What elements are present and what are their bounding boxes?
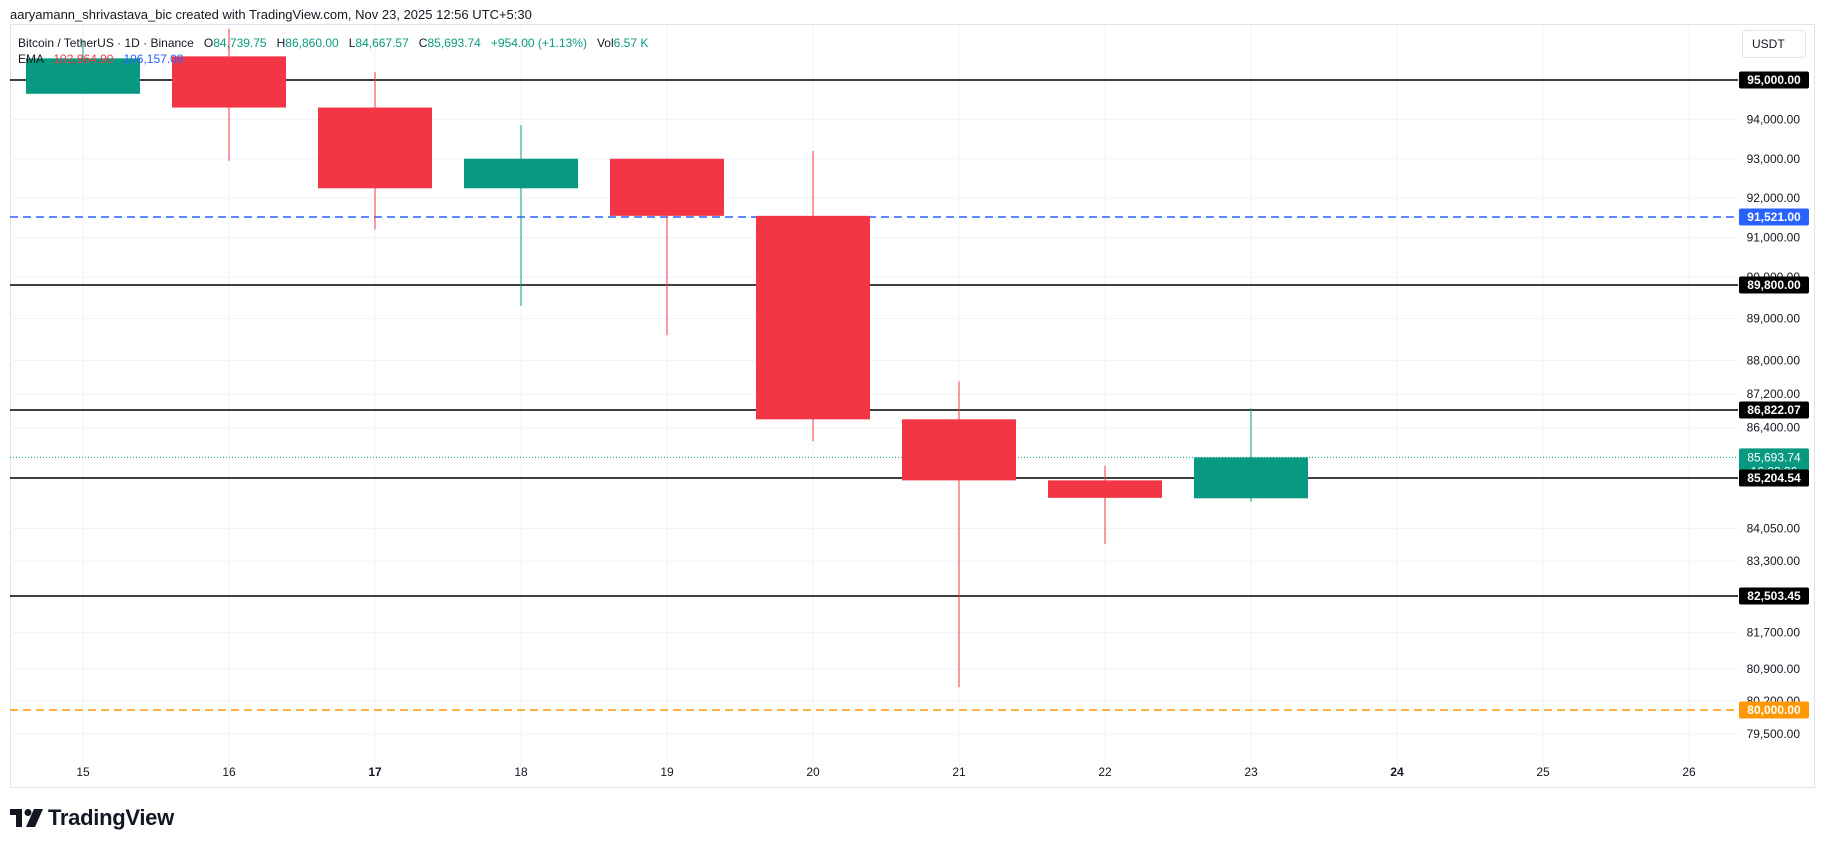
level-price-badge-text: 89,800.00 — [1747, 278, 1801, 292]
legend-volume-value: 6.57 K — [613, 36, 649, 50]
level-price-badge-text: 91,521.00 — [1747, 210, 1801, 224]
y-tick-label: 89,000.00 — [1747, 312, 1801, 326]
y-tick-label: 83,300.00 — [1747, 554, 1801, 568]
legend-ema-label[interactable]: EMA — [18, 52, 44, 66]
x-tick-label: 26 — [1682, 765, 1696, 779]
legend-open-label: O — [203, 36, 214, 50]
legend-high-value: 86,860.00 — [285, 36, 339, 50]
price-axis-ticks: 94,000.0093,000.0092,000.0091,000.0090,0… — [1747, 112, 1801, 741]
y-tick-label: 91,000.00 — [1747, 231, 1801, 245]
candle-body[interactable] — [1048, 480, 1162, 498]
x-tick-label: 18 — [514, 765, 528, 779]
level-price-badge-text: 95,000.00 — [1747, 73, 1801, 87]
legend-ohlc-row: Bitcoin / TetherUS · 1D · Binance O84,73… — [18, 35, 648, 51]
level-price-badge: 89,800.00 — [1739, 276, 1809, 294]
candle-body[interactable] — [26, 58, 140, 94]
legend-open-value: 84,739.75 — [213, 36, 267, 50]
currency-button[interactable]: USDT — [1742, 30, 1806, 58]
grid-layer — [10, 25, 1738, 768]
x-tick-label: 16 — [222, 765, 236, 779]
candle-body[interactable] — [464, 158, 578, 189]
symbol-legend: Bitcoin / TetherUS · 1D · Binance O84,73… — [18, 35, 648, 67]
x-tick-label: 22 — [1098, 765, 1112, 779]
level-price-badge: 82,503.45 — [1739, 587, 1809, 605]
level-price-badge: 85,204.54 — [1739, 469, 1809, 487]
legend-symbol[interactable]: Bitcoin / TetherUS · 1D · Binance — [18, 36, 194, 50]
y-tick-label: 80,900.00 — [1747, 662, 1801, 676]
y-tick-label: 88,000.00 — [1747, 354, 1801, 368]
price-axis-badges: 95,000.00 91,521.00 89,800.00 86,822.07 85,2… — [1739, 71, 1809, 719]
y-tick-label: 81,700.00 — [1747, 626, 1801, 640]
last-price-text: 85,693.74 — [1747, 450, 1801, 464]
x-tick-label: 23 — [1244, 765, 1258, 779]
y-tick-label: 84,050.00 — [1747, 521, 1801, 535]
x-tick-label: 17 — [368, 765, 382, 779]
level-price-badge: 80,000.00 — [1739, 701, 1809, 719]
x-tick-label: 19 — [660, 765, 674, 779]
legend-ema-value-2: 106,157.08 — [123, 52, 184, 66]
legend-ema-value-1: 102,864.90 — [53, 52, 114, 66]
legend-ema-row: EMA 102,864.90 106,157.08 — [18, 51, 648, 67]
candles — [26, 28, 1308, 688]
candle-body[interactable] — [756, 215, 870, 420]
y-tick-label: 93,000.00 — [1747, 152, 1801, 166]
x-tick-label: 15 — [76, 765, 90, 779]
time-axis-ticks: 15 16 17 18 19 20 21 22 23 24 25 26 — [76, 765, 1696, 779]
candle-body[interactable] — [318, 107, 432, 189]
level-price-badge: 91,521.00 — [1739, 208, 1809, 226]
y-tick-label: 92,000.00 — [1747, 191, 1801, 205]
legend-close-label: C — [418, 36, 428, 50]
level-price-badge: 95,000.00 — [1739, 71, 1809, 89]
level-price-badge-text: 82,503.45 — [1747, 589, 1801, 603]
y-tick-label: 86,400.00 — [1747, 421, 1801, 435]
candle-body[interactable] — [610, 158, 724, 216]
level-price-badge-text: 85,204.54 — [1747, 471, 1801, 485]
candle-body[interactable] — [1194, 457, 1308, 499]
horizontal-levels — [10, 79, 1738, 711]
y-tick-label: 87,200.00 — [1747, 387, 1801, 401]
y-tick-label: 94,000.00 — [1747, 112, 1801, 126]
y-tick-label: 79,500.00 — [1747, 727, 1801, 741]
x-tick-label: 20 — [806, 765, 820, 779]
chart-frame — [10, 24, 1815, 788]
x-tick-label: 24 — [1390, 765, 1404, 779]
candle-body[interactable] — [172, 56, 286, 108]
tradingview-wordmark: TradingView — [48, 805, 174, 830]
legend-low-value: 84,667.57 — [355, 36, 409, 50]
legend-change: +954.00 (+1.13%) — [490, 36, 587, 50]
legend-high-label: H — [276, 36, 286, 50]
tradingview-logo[interactable]: TradingView — [10, 805, 174, 830]
legend-volume-label: Vol — [596, 36, 614, 50]
legend-low-label: L — [348, 36, 356, 50]
level-price-badge-text: 80,000.00 — [1747, 703, 1801, 717]
level-price-badge: 86,822.07 — [1739, 401, 1809, 419]
chart-attribution: aaryamann_shrivastava_bic created with T… — [10, 7, 532, 22]
x-tick-label: 21 — [952, 765, 966, 779]
tradingview-icon — [10, 809, 43, 827]
legend-close-value: 85,693.74 — [427, 36, 481, 50]
level-price-badge-text: 86,822.07 — [1747, 403, 1801, 417]
x-tick-label: 25 — [1536, 765, 1550, 779]
candle-body[interactable] — [902, 419, 1016, 481]
